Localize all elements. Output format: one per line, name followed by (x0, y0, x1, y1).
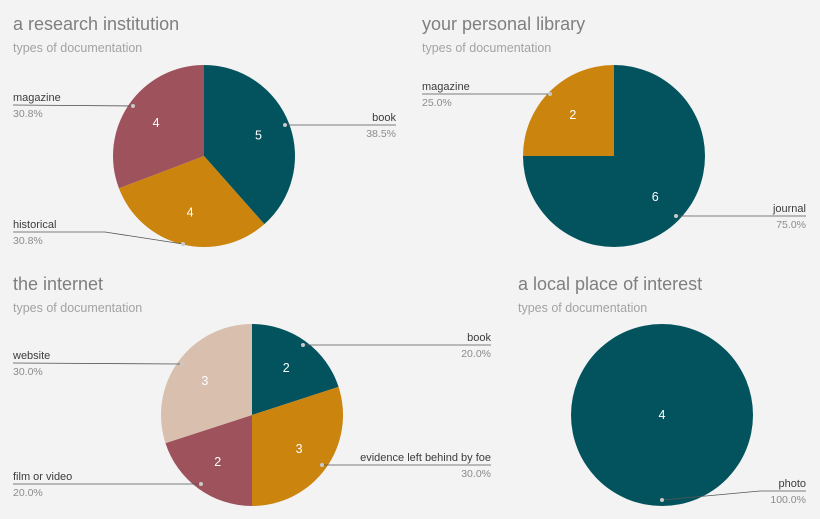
slice-value-label: 2 (283, 361, 290, 375)
slice-value-label: 2 (214, 455, 221, 469)
slice-value-label: 3 (201, 374, 208, 388)
pie-slice-photo (571, 324, 753, 506)
chart-subtitle: types of documentation (13, 301, 142, 315)
callout-percent: 30.0% (13, 366, 43, 378)
callout-dot (283, 123, 287, 127)
callout-leader-line (13, 231, 184, 245)
pie-slice-historical (118, 156, 265, 247)
callout-percent: 30.8% (13, 235, 43, 247)
callout-dot (180, 362, 184, 366)
slice-value-label: 4 (187, 206, 194, 220)
callout-percent: 20.0% (13, 487, 43, 499)
slice-value-label: 6 (652, 190, 659, 204)
pie-slice-book (252, 324, 339, 415)
callout-label-magazine: magazine (13, 92, 61, 104)
pie-chart-a-research-institution: a research institution types of documenta… (12, 14, 396, 247)
chart-title: a research institution (13, 14, 179, 34)
callout-label-historical: historical (13, 219, 56, 231)
callout-label-film-or-video: film or video (13, 471, 72, 483)
pie-chart-a-local-place-of-interest: a local place of interest types of docume… (518, 274, 806, 506)
callout-percent: 75.0% (776, 219, 806, 231)
callout-percent: 38.5% (366, 128, 396, 140)
slice-value-label: 5 (255, 128, 262, 142)
pie-slice-website (161, 324, 252, 444)
callout-label-website: website (12, 350, 50, 362)
callout-dot (660, 498, 664, 502)
callout-label-journal: journal (772, 203, 806, 215)
callout-dot (199, 482, 203, 486)
pie-slice-evidence-left-behind-by-foe (252, 386, 343, 506)
callout-label-photo: photo (778, 478, 806, 490)
slice-value-label: 2 (569, 108, 576, 122)
pie-slice-magazine (113, 65, 204, 189)
callout-dot (674, 214, 678, 218)
callout-dot (548, 92, 552, 96)
callout-percent: 30.8% (13, 108, 43, 120)
callout-label-book: book (372, 112, 396, 124)
chart-title: your personal library (422, 14, 585, 34)
callout-leader-line (661, 490, 806, 501)
pie-slice-magazine (523, 65, 614, 156)
pie-chart-the-internet: the internet types of documentation 2 book 2… (12, 274, 491, 506)
callout-leader-line (12, 104, 134, 107)
callout-label-book: book (467, 332, 491, 344)
callout-leader-line (12, 362, 183, 365)
callout-percent: 25.0% (422, 97, 452, 109)
callout-label-magazine: magazine (422, 81, 470, 93)
slice-value-label: 3 (296, 442, 303, 456)
callout-label-evidence-left-behind-by-foe: evidence left behind by foe (360, 452, 491, 464)
pie-slice-film-or-video (165, 415, 252, 506)
chart-subtitle: types of documentation (518, 301, 647, 315)
callout-dot (181, 242, 185, 246)
callout-percent: 30.0% (461, 468, 491, 480)
callout-percent: 100.0% (770, 494, 806, 506)
chart-subtitle: types of documentation (13, 41, 142, 55)
pie-slice-book (204, 65, 295, 225)
callout-dot (320, 463, 324, 467)
chart-subtitle: types of documentation (422, 41, 551, 55)
slice-value-label: 4 (153, 116, 160, 130)
callout-dot (131, 104, 135, 108)
callout-percent: 20.0% (461, 348, 491, 360)
chart-title: a local place of interest (518, 274, 702, 294)
slice-value-label: 4 (659, 408, 666, 422)
chart-title: the internet (13, 274, 103, 294)
callout-dot (301, 343, 305, 347)
pie-chart-your-personal-library: your personal library types of documentat… (422, 14, 806, 247)
